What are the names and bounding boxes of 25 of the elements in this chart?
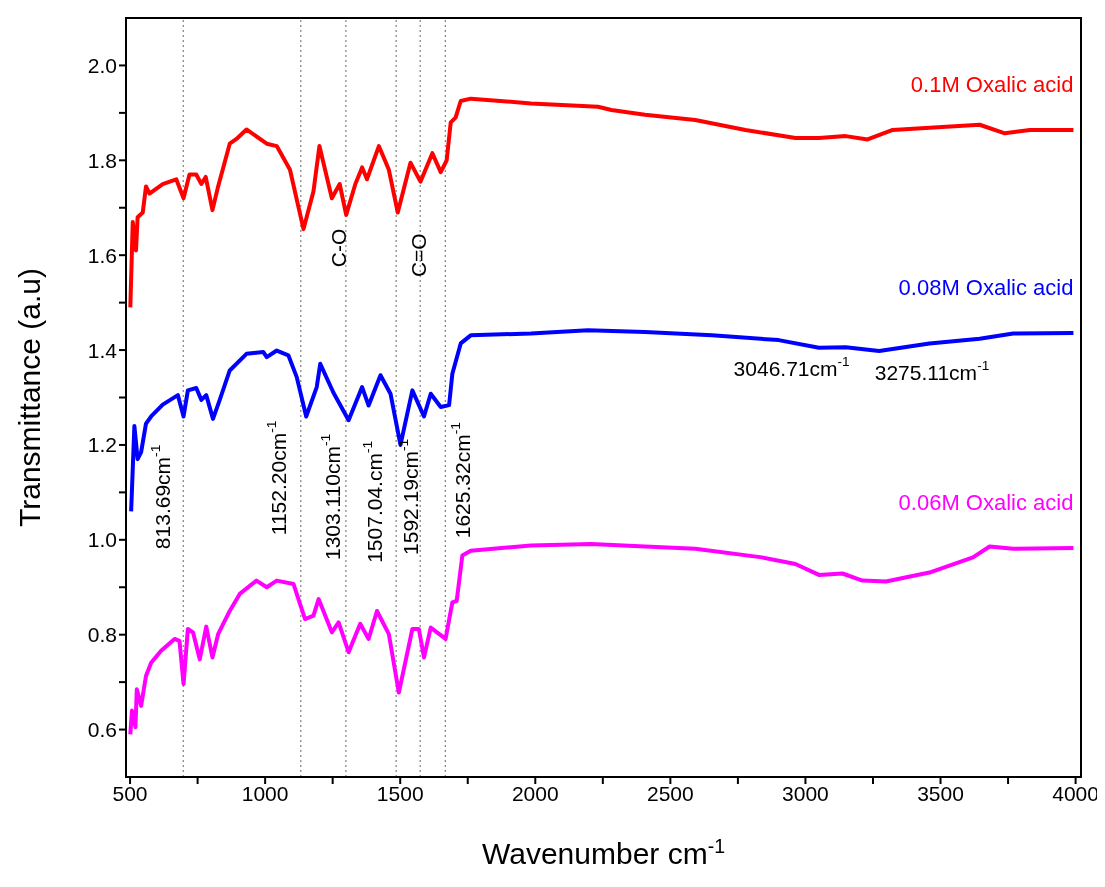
y-tick-label: 1.8 bbox=[87, 148, 117, 172]
x-tick-label: 3000 bbox=[782, 781, 829, 805]
x-axis-title: Wavenumber cm$^{-1}$ bbox=[482, 835, 725, 870]
line-series bbox=[128, 96, 1076, 310]
y-tick-label: 1.0 bbox=[87, 528, 117, 552]
annotation: 3275.11cm$^{-1}$ bbox=[874, 358, 990, 384]
x-tick-label: 1000 bbox=[241, 781, 289, 805]
series-label: 0.08M Oxalic acid bbox=[898, 274, 1074, 300]
y-tick-label: 0.6 bbox=[87, 718, 117, 742]
x-tick-label: 500 bbox=[112, 781, 148, 805]
y-tick-label: 0.8 bbox=[87, 623, 117, 647]
y-tick-label: 1.6 bbox=[87, 243, 117, 267]
series-label: 0.1M Oxalic acid bbox=[910, 71, 1074, 97]
y-tick-label: 2.0 bbox=[87, 53, 117, 77]
annotation: C-O bbox=[326, 228, 350, 268]
series-label: 0.06M Oxalic acid bbox=[898, 489, 1074, 515]
x-tick-label: 2000 bbox=[511, 781, 559, 805]
x-tick-label: 1500 bbox=[376, 781, 424, 805]
annotation: 3046.71cm$^{-1}$ bbox=[733, 354, 850, 380]
y-axis-title: Transmittance (a.u) bbox=[12, 268, 46, 527]
x-tick-label: 2500 bbox=[647, 781, 694, 805]
annotation: C=O bbox=[406, 233, 430, 278]
y-tick-label: 1.2 bbox=[87, 433, 117, 457]
y-tick-label: 1.4 bbox=[87, 338, 118, 362]
x-tick-label: 3500 bbox=[917, 781, 964, 805]
